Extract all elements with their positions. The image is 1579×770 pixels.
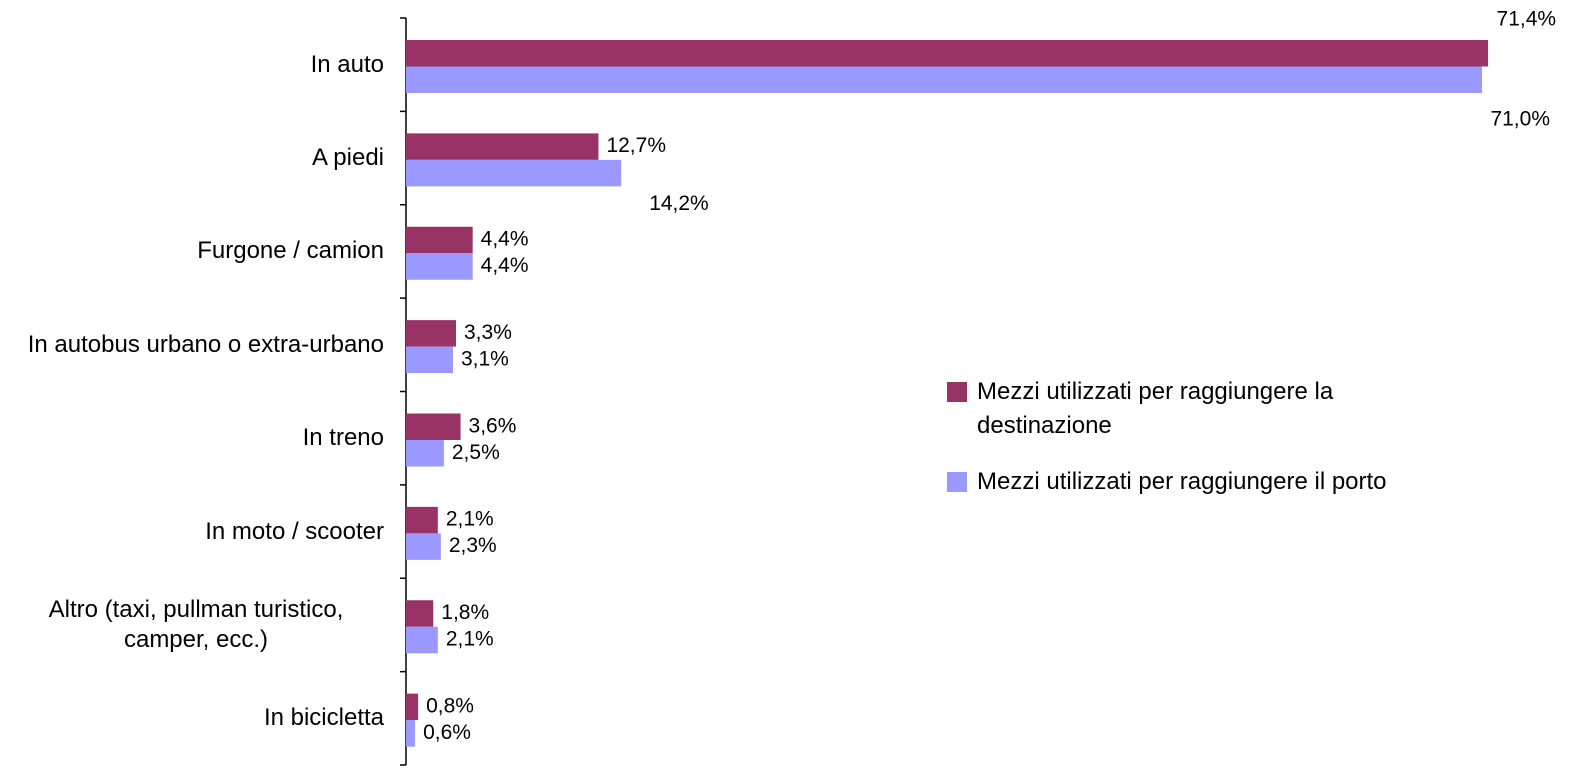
category-label: In moto / scooter bbox=[8, 489, 384, 574]
category-label-text: In bicicletta bbox=[263, 704, 384, 732]
value-label: 1,8% bbox=[441, 601, 489, 624]
category-label-text: Furgone / camion bbox=[197, 237, 384, 265]
value-label: 71,0% bbox=[1490, 108, 1550, 131]
bar bbox=[406, 253, 473, 280]
bar bbox=[406, 440, 444, 467]
value-label: 3,6% bbox=[469, 414, 517, 437]
value-label: 0,6% bbox=[423, 721, 471, 744]
value-label: 2,3% bbox=[449, 534, 497, 557]
bar bbox=[406, 413, 461, 440]
legend-swatch bbox=[947, 472, 967, 492]
value-label: 12,7% bbox=[606, 134, 666, 157]
bar bbox=[406, 40, 1489, 67]
value-label: 2,1% bbox=[446, 508, 494, 531]
category-label: Altro (taxi, pullman turistico, camper, … bbox=[8, 582, 384, 667]
legend-item: Mezzi utilizzati per raggiungere il port… bbox=[947, 465, 1457, 499]
value-label: 4,4% bbox=[481, 254, 529, 277]
value-label: 71,4% bbox=[1497, 8, 1557, 31]
category-label-text: In autobus urbano o extra-urbano bbox=[27, 330, 384, 358]
category-label: In autobus urbano o extra-urbano bbox=[8, 302, 384, 387]
bar bbox=[406, 533, 441, 560]
bar bbox=[406, 346, 453, 374]
category-label-text: A piedi bbox=[311, 144, 384, 172]
bar bbox=[406, 506, 438, 534]
legend-label: Mezzi utilizzati per raggiungere la dest… bbox=[977, 378, 1334, 439]
value-label: 2,5% bbox=[452, 441, 500, 464]
category-label: In treno bbox=[8, 396, 384, 481]
value-label: 3,1% bbox=[461, 347, 509, 370]
bar bbox=[406, 600, 434, 627]
bar bbox=[406, 133, 599, 160]
bar bbox=[406, 693, 419, 721]
legend-label: Mezzi utilizzati per raggiungere il port… bbox=[977, 468, 1387, 495]
category-label: A piedi bbox=[8, 115, 384, 200]
category-label-text: Altro (taxi, pullman turistico, camper, … bbox=[48, 595, 344, 653]
category-label-text: In auto bbox=[310, 50, 384, 78]
legend-swatch bbox=[947, 382, 967, 402]
value-label: 14,2% bbox=[649, 192, 709, 215]
value-label: 3,3% bbox=[464, 321, 512, 344]
bar bbox=[406, 320, 457, 347]
category-label-text: In moto / scooter bbox=[205, 517, 384, 545]
bar bbox=[406, 66, 1483, 93]
category-label-text: In treno bbox=[302, 424, 384, 452]
value-label: 2,1% bbox=[446, 628, 494, 651]
category-label: Furgone / camion bbox=[8, 209, 384, 294]
bar bbox=[406, 626, 438, 654]
category-label: In auto bbox=[8, 22, 384, 107]
value-label: 0,8% bbox=[426, 694, 474, 717]
value-label: 4,4% bbox=[481, 228, 529, 251]
bar bbox=[406, 159, 622, 187]
category-label: In bicicletta bbox=[8, 676, 384, 761]
legend-item: Mezzi utilizzati per raggiungere la dest… bbox=[947, 375, 1457, 443]
bar bbox=[406, 226, 473, 254]
bar bbox=[406, 720, 416, 747]
